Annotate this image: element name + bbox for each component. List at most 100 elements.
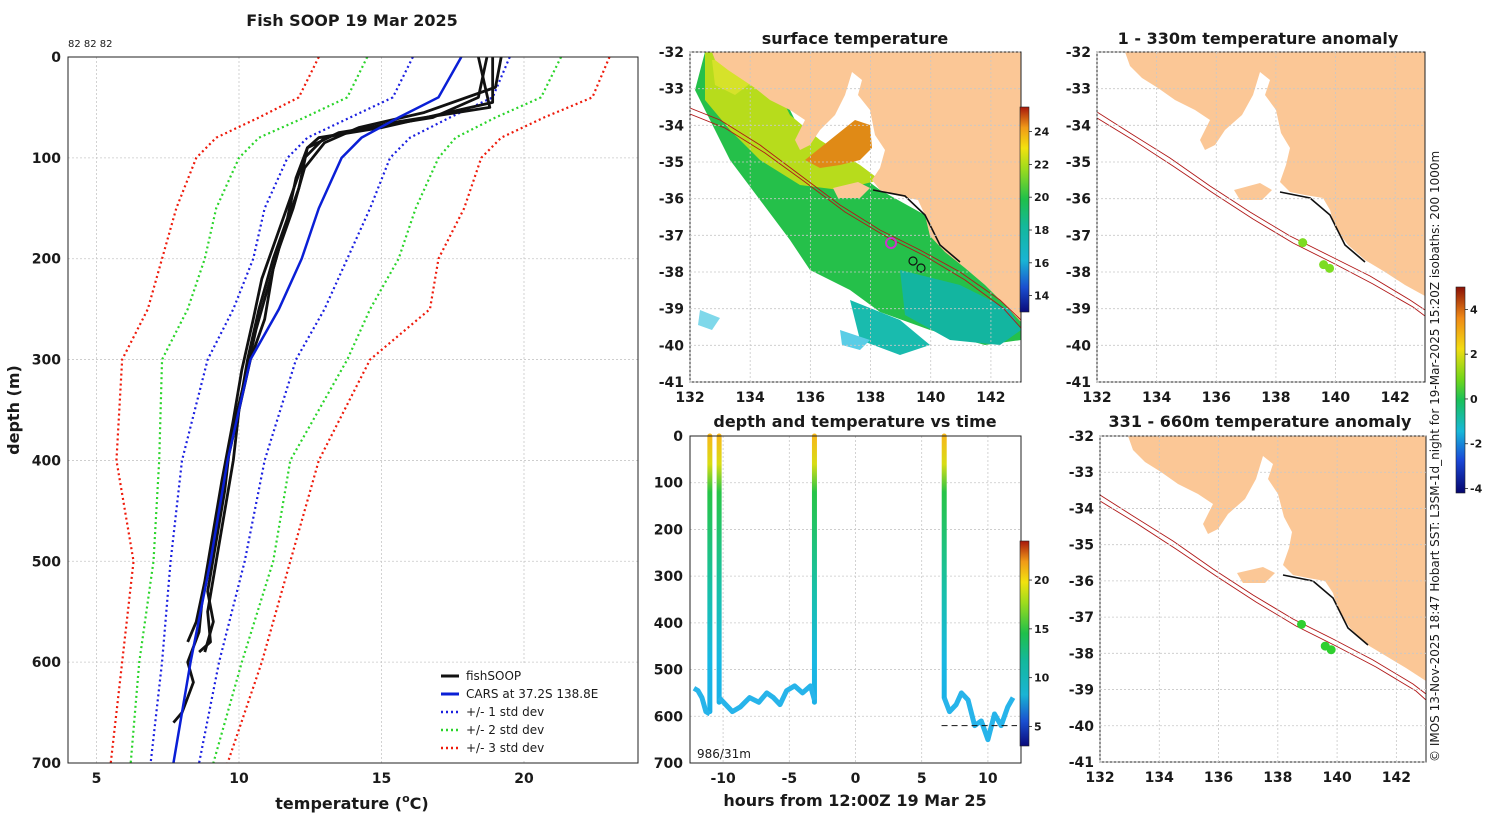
- profile-ytick: 200: [32, 252, 61, 268]
- dt-ytick: 700: [654, 756, 683, 772]
- profile-panel: Fish SOOP 19 Mar 2025 82 82 82 5 10 15 2001…: [4, 11, 639, 813]
- anomaly2-isobath-1000: [1100, 500, 1426, 701]
- dt-ytick: 500: [654, 663, 683, 679]
- ano1-ytick: -41: [1066, 375, 1091, 391]
- ano1-xtick: 134: [1142, 390, 1171, 406]
- sst-track-point: [908, 256, 918, 266]
- sst-island: [833, 182, 870, 198]
- profile-fish-trace: [172, 56, 489, 724]
- credit-text: © IMOS 13-Nov-2025 18:47 Hobart SST: L3S…: [1428, 151, 1442, 762]
- profile-ytick: 400: [32, 453, 61, 469]
- profile-title: Fish SOOP 19 Mar 2025: [246, 11, 457, 30]
- dt-bottom-trace: [941, 690, 1016, 743]
- ano1-ytick: -33: [1066, 82, 1091, 98]
- ano2-ytick: -32: [1069, 429, 1094, 445]
- legend-label: fishSOOP: [466, 669, 521, 683]
- sst-map-panel: surface temperature: [659, 29, 1050, 406]
- ano1-ytick: -32: [1066, 45, 1091, 61]
- profile-xtick: 15: [372, 771, 391, 787]
- sst-position-marker: [885, 237, 897, 249]
- anomaly-cb-tick: 0: [1470, 393, 1478, 406]
- ano2-ytick: -41: [1069, 755, 1094, 771]
- sst-map-area: [690, 52, 1021, 382]
- ano2-ytick: -34: [1069, 501, 1095, 517]
- sst-xtick: 134: [736, 390, 765, 406]
- ano2-xtick: 136: [1204, 770, 1233, 786]
- sst-cb-tick: 24: [1034, 126, 1050, 139]
- ano1-ytick: -38: [1066, 265, 1091, 281]
- profile-ytick: 0: [51, 50, 61, 66]
- ano2-xtick: 142: [1382, 770, 1411, 786]
- profile-std1-upper: [198, 56, 511, 764]
- sst-ytick: -41: [659, 375, 684, 391]
- dt-xtick: 0: [851, 771, 861, 787]
- ano1-ytick: -35: [1066, 155, 1091, 171]
- profile-frame: [67, 56, 639, 764]
- sst-ytick: -35: [659, 155, 684, 171]
- dt-ytick: 0: [673, 429, 683, 445]
- profile-std1-lower: [149, 56, 414, 764]
- sst-colorbar: [1019, 106, 1030, 313]
- ano2-ytick: -36: [1069, 574, 1094, 590]
- profile-ytick: 500: [32, 554, 61, 570]
- profile-std2-lower: [129, 56, 369, 764]
- anomaly1-point: [1325, 263, 1335, 273]
- dt-bottom-trace: [717, 683, 817, 715]
- anomaly-cb-tick: -4: [1470, 483, 1483, 496]
- anomaly2-land: [1128, 436, 1426, 681]
- sst-ytick: -38: [659, 265, 684, 281]
- legend-label: +/- 1 std dev: [466, 705, 544, 719]
- profile-std3-upper: [226, 56, 611, 764]
- profile-top-note: 82 82 82: [68, 39, 113, 50]
- legend-label: CARS at 37.2S 138.8E: [466, 687, 598, 701]
- depth-time-panel: depth and temperature vs time -10 -5 0 5 100…: [654, 412, 1050, 810]
- anomaly-cb-tick: 2: [1470, 348, 1478, 361]
- anomaly-cb-tick: 4: [1470, 303, 1478, 316]
- dt-ytick: 600: [654, 709, 683, 725]
- dt-cb-tick: 5: [1034, 720, 1042, 733]
- profile-xtick: 10: [229, 771, 249, 787]
- dt-xtick: 5: [917, 771, 927, 787]
- profile-legend: fishSOOP CARS at 37.2S 138.8E +/- 1 std de…: [428, 663, 634, 759]
- dt-bottom-trace: [692, 686, 712, 717]
- ano1-ytick: -34: [1066, 118, 1092, 134]
- anomaly2-isobath-200: [1100, 494, 1426, 695]
- sst-gulf-warm: [805, 120, 872, 168]
- ano1-xtick: 136: [1202, 390, 1231, 406]
- ano2-ytick: -35: [1069, 538, 1094, 554]
- ano1-ytick: -37: [1066, 228, 1091, 244]
- ano2-xtick: 138: [1263, 770, 1292, 786]
- sst-cb-tick: 20: [1034, 191, 1050, 204]
- ano2-ytick: -37: [1069, 610, 1094, 626]
- ano2-ytick: -40: [1069, 719, 1095, 735]
- anomaly-cb-tick: -2: [1470, 438, 1482, 451]
- anomaly-panel-1: 1 - 330m temperature anomaly 132 134 136 13…: [1066, 29, 1426, 406]
- sst-ytick: -40: [659, 338, 685, 354]
- anomaly1-point: [1298, 238, 1308, 248]
- sst-ytick: -39: [659, 302, 684, 318]
- anomaly2-point: [1297, 619, 1307, 629]
- anomaly-colorbar: [1455, 286, 1466, 494]
- dt-xtick: -5: [782, 771, 798, 787]
- dt-xtick: -10: [710, 771, 736, 787]
- ano1-ytick: -39: [1066, 302, 1091, 318]
- sst-xtick: 136: [796, 390, 825, 406]
- ano2-xtick: 134: [1145, 770, 1174, 786]
- dt-ytick: 300: [654, 569, 683, 585]
- dt-ytick: 100: [654, 476, 683, 492]
- dt-colorbar: [1019, 540, 1030, 747]
- sst-ytick: -32: [659, 45, 684, 61]
- dt-ytick: 200: [654, 522, 683, 538]
- ano2-xtick: 140: [1322, 770, 1351, 786]
- profile-std2-upper: [212, 56, 563, 764]
- legend-label: +/- 2 std dev: [466, 723, 544, 737]
- anomaly2-title: 331 - 660m temperature anomaly: [1109, 412, 1412, 431]
- ano1-ytick: -40: [1066, 338, 1092, 354]
- dt-xtick: 10: [978, 771, 998, 787]
- anomaly1-isobath-1000: [1097, 117, 1425, 317]
- sst-track-point: [916, 263, 926, 273]
- profile-ytick: 700: [32, 756, 61, 772]
- sst-cb-tick: 16: [1034, 257, 1050, 270]
- sst-xtick: 132: [675, 390, 704, 406]
